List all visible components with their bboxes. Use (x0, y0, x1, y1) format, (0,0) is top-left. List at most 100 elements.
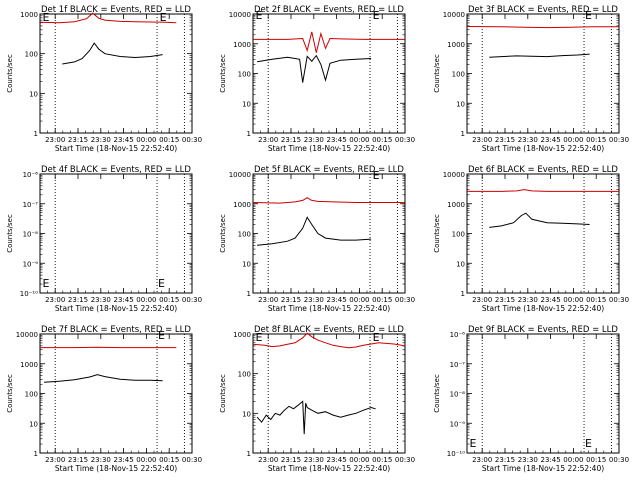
x-tick-label: 00:30 (609, 296, 629, 304)
y-axis-label: Counts/sec (6, 374, 14, 413)
e-marker: E (43, 11, 50, 24)
y-tick-label: 100 (25, 51, 38, 59)
x-axis-label: Start Time (18-Nov-15 22:52:40) (55, 464, 177, 473)
y-axis-label: Counts/sec (219, 374, 227, 413)
x-tick-label: 23:45 (114, 296, 134, 304)
x-tick-label: 00:00 (563, 296, 583, 304)
x-axis-label: Start Time (18-Nov-15 22:52:40) (482, 304, 604, 313)
y-tick-label: 100 (452, 231, 465, 239)
y-tick-label: 10 (29, 90, 38, 98)
x-tick-label: 00:00 (349, 296, 369, 304)
e-marker: E (160, 11, 167, 24)
y-tick-label: 10000 (229, 171, 251, 179)
y-tick-label: 100 (452, 71, 465, 79)
y-tick-label: 1000 (20, 361, 38, 369)
chart-panel: Det 4f BLACK = Events, RED = LLD 10⁻¹⁰ 10⁻… (6, 165, 202, 313)
chart-panel: Det 2f BLACK = Events, RED = LLD 1 10 100 10… (219, 5, 415, 153)
y-tick-label: 10 (456, 100, 465, 108)
y-tick-label: 10⁻⁹ (450, 420, 466, 428)
y-tick-label: 100 (238, 231, 251, 239)
plot-frame (466, 333, 620, 454)
plot-frame (39, 173, 193, 294)
e-marker: E (470, 437, 477, 450)
chart-title: Det 9f BLACK = Events, RED = LLD (468, 325, 618, 335)
x-tick-label: 00:00 (136, 456, 156, 464)
y-tick-label: 1 (34, 130, 38, 138)
series-line-lld (467, 189, 619, 192)
x-tick-label: 23:15 (68, 296, 88, 304)
x-tick-label: 00:15 (586, 296, 606, 304)
x-tick-label: 23:45 (327, 456, 347, 464)
x-tick-label: 00:30 (395, 456, 415, 464)
x-tick-label: 00:30 (182, 456, 202, 464)
y-axis-label: Counts/sec (433, 374, 441, 413)
y-tick-label: 10⁻¹⁰ (447, 450, 465, 458)
series-line-events (257, 54, 372, 83)
y-tick-label: 1 (34, 450, 38, 458)
plot-frame (39, 333, 193, 454)
x-axis-label: Start Time (18-Nov-15 22:52:40) (482, 464, 604, 473)
x-tick-label: 00:15 (586, 456, 606, 464)
e-marker: E (256, 9, 263, 22)
x-tick-label: 23:00 (45, 136, 65, 144)
x-tick-label: 00:30 (395, 296, 415, 304)
x-tick-label: 00:15 (372, 456, 392, 464)
y-tick-label: 10⁻⁷ (450, 361, 466, 369)
x-tick-label: 00:15 (159, 296, 179, 304)
y-tick-label: 10000 (16, 331, 38, 339)
e-marker: E (373, 169, 380, 182)
x-tick-label: 00:00 (349, 456, 369, 464)
e-marker: E (43, 277, 50, 290)
chart-title: Det 5f BLACK = Events, RED = LLD (254, 165, 404, 175)
y-tick-label: 1000 (233, 201, 251, 209)
x-tick-label: 00:00 (563, 456, 583, 464)
x-tick-label: 23:30 (304, 136, 324, 144)
chart-title: Det 4f BLACK = Events, RED = LLD (41, 165, 191, 175)
chart-title: Det 1f BLACK = Events, RED = LLD (41, 5, 191, 15)
y-tick-label: 1 (247, 290, 251, 298)
x-tick-label: 23:45 (541, 136, 561, 144)
x-tick-label: 23:45 (114, 136, 134, 144)
y-tick-label: 10 (29, 420, 38, 428)
chart-title: Det 3f BLACK = Events, RED = LLD (468, 5, 618, 15)
x-tick-label: 23:45 (114, 456, 134, 464)
y-tick-label: 10000 (443, 11, 465, 19)
x-tick-label: 23:45 (327, 136, 347, 144)
chart-panel: Det 6f BLACK = Events, RED = LLD 1 10 100 10… (433, 165, 629, 313)
y-tick-label: 1000 (20, 11, 38, 19)
e-marker: E (585, 9, 592, 22)
series-line-events (256, 400, 376, 435)
x-tick-label: 23:15 (281, 456, 301, 464)
x-tick-label: 23:30 (91, 456, 111, 464)
x-tick-label: 23:15 (281, 136, 301, 144)
x-tick-label: 00:15 (159, 456, 179, 464)
e-marker: E (158, 277, 165, 290)
x-axis-label: Start Time (18-Nov-15 22:52:40) (55, 304, 177, 313)
y-tick-label: 10000 (229, 11, 251, 19)
chart-panel: Det 8f BLACK = Events, RED = LLD 1 10 100 10… (219, 325, 415, 473)
y-tick-label: 1000 (233, 41, 251, 49)
x-tick-label: 23:15 (495, 456, 515, 464)
x-tick-label: 00:00 (563, 136, 583, 144)
x-tick-label: 00:30 (182, 136, 202, 144)
x-tick-label: 00:30 (395, 136, 415, 144)
e-marker: E (585, 437, 592, 450)
x-tick-label: 00:15 (586, 136, 606, 144)
series-line-events (62, 42, 163, 65)
x-tick-label: 00:30 (609, 456, 629, 464)
x-tick-label: 00:00 (136, 296, 156, 304)
y-axis-label: Counts/sec (6, 54, 14, 93)
x-tick-label: 00:15 (372, 296, 392, 304)
x-tick-label: 23:30 (518, 456, 538, 464)
x-axis-label: Start Time (18-Nov-15 22:52:40) (268, 304, 390, 313)
x-tick-label: 23:00 (472, 296, 492, 304)
e-marker: E (373, 9, 380, 22)
y-tick-label: 1 (247, 450, 251, 458)
y-tick-label: 10 (242, 410, 251, 418)
series-line-events (257, 216, 372, 246)
y-axis-label: Counts/sec (433, 214, 441, 253)
plot-frame (252, 173, 406, 294)
plot-frame (39, 13, 193, 134)
x-tick-label: 23:30 (304, 456, 324, 464)
e-marker: E (158, 329, 165, 342)
